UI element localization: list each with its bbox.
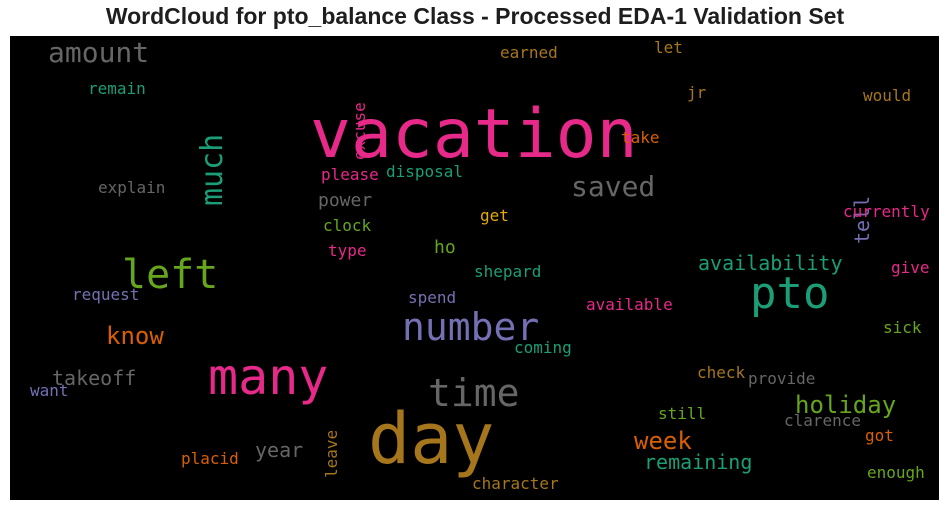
cloud-word: pto: [750, 268, 830, 319]
cloud-word: check: [697, 363, 746, 382]
cloud-word: number: [402, 305, 540, 349]
cloud-word: takeoff: [52, 366, 137, 390]
cloud-word: type: [328, 241, 367, 260]
cloud-word: coming: [514, 338, 572, 357]
cloud-word: provide: [748, 369, 816, 388]
cloud-word: know: [106, 322, 164, 350]
cloud-word: many: [208, 348, 329, 406]
word-cloud: vacation day many pto number time left saved amo…: [10, 36, 939, 500]
cloud-word: earned: [500, 43, 558, 62]
cloud-word: time: [428, 371, 520, 415]
cloud-word: want: [30, 381, 69, 400]
cloud-word: remain: [88, 79, 146, 98]
cloud-word: week: [634, 427, 692, 455]
cloud-word: jr: [687, 83, 707, 102]
cloud-word: explain: [98, 178, 166, 197]
cloud-word: give: [891, 258, 930, 277]
cloud-word: currently: [843, 202, 930, 221]
cloud-word: year: [255, 438, 304, 462]
cloud-word: spend: [408, 288, 457, 307]
cloud-word: holiday: [795, 391, 897, 419]
cloud-word: vacation: [310, 95, 638, 174]
cloud-word: sick: [883, 318, 922, 337]
cloud-word: amount: [48, 36, 150, 69]
cloud-word: enough: [867, 463, 925, 482]
cloud-word: please: [321, 165, 379, 184]
cloud-word: shepard: [474, 262, 542, 281]
cloud-word: clarence: [784, 411, 862, 430]
cloud-word: let: [654, 38, 683, 57]
cloud-word: left: [122, 252, 219, 298]
chart-title: WordCloud for pto_balance Class - Proces…: [105, 3, 845, 29]
cloud-word: would: [863, 86, 912, 105]
cloud-word: much: [195, 133, 230, 206]
cloud-word: remaining: [644, 450, 753, 474]
cloud-word: get: [480, 206, 509, 225]
cloud-word: take: [621, 128, 660, 147]
cloud-word: placid: [181, 449, 239, 468]
cloud-word: leave: [322, 429, 341, 478]
cloud-word: clock: [323, 216, 372, 235]
cloud-word: available: [586, 295, 673, 314]
cloud-word: day: [368, 398, 495, 480]
cloud-word: got: [865, 426, 894, 445]
cloud-word: ho: [434, 237, 456, 258]
cloud-word: power: [318, 190, 373, 211]
cloud-word: availability: [698, 251, 843, 275]
cloud-word: request: [72, 285, 140, 304]
cloud-word: character: [472, 474, 559, 493]
cloud-word: still: [658, 404, 707, 423]
cloud-word: excuse: [350, 101, 369, 160]
cloud-word: saved: [571, 170, 656, 203]
cloud-word: disposal: [386, 162, 464, 181]
